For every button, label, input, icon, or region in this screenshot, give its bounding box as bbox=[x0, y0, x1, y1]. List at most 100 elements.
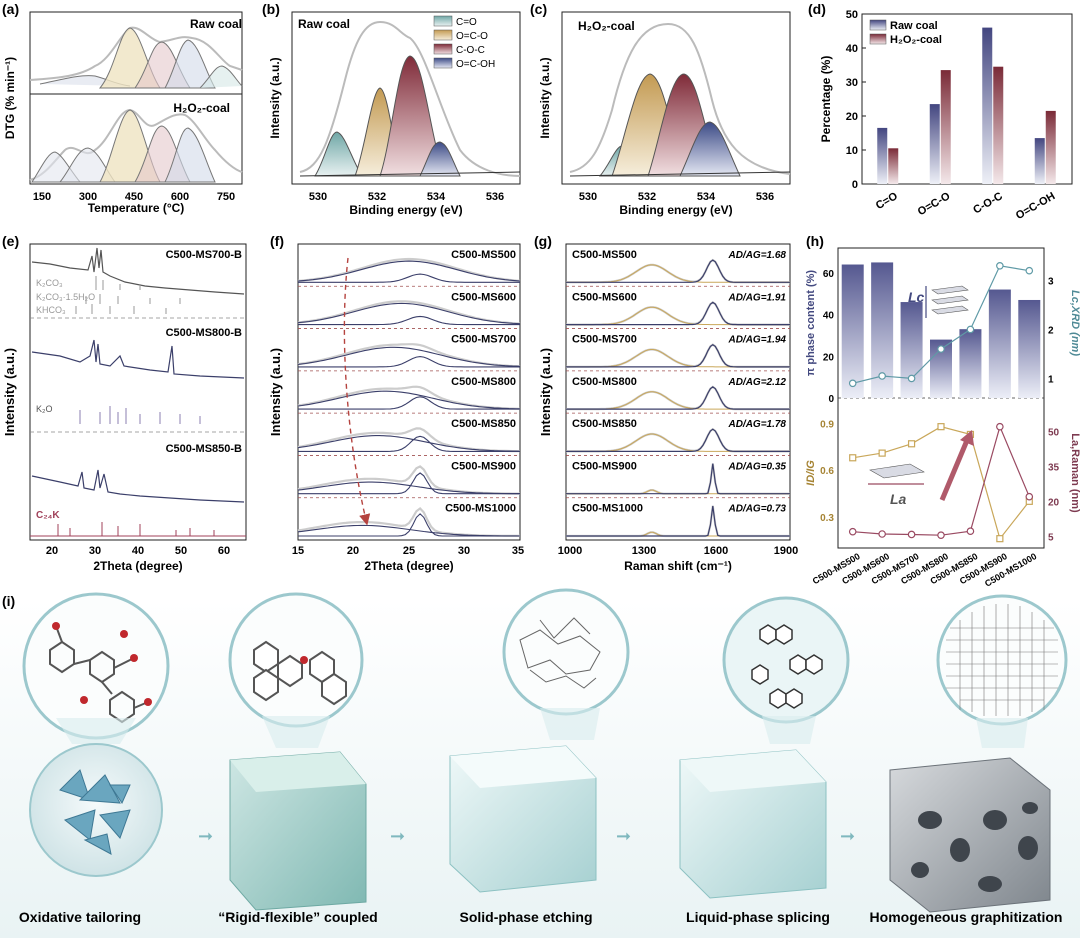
panel-g-ratio-label: AD/AG=1.94 bbox=[727, 335, 786, 346]
panel-f-graphitic-component bbox=[298, 435, 520, 452]
panel-d-legend-label: H₂O₂-coal bbox=[890, 34, 942, 46]
panel-f-envelope bbox=[297, 257, 521, 282]
panel-a-xtick: 450 bbox=[125, 191, 143, 203]
panel-h-la-glyph: La bbox=[890, 491, 907, 507]
panel-a-xtick: 150 bbox=[33, 191, 51, 203]
panel-e-xtick: 60 bbox=[218, 545, 230, 557]
panel-d-bar-h2o2-coal bbox=[1045, 110, 1056, 184]
panel-d-xtick: C-O-C bbox=[971, 190, 1005, 216]
panel-h-idig-point bbox=[996, 535, 1004, 543]
panel-d-ytick: 30 bbox=[846, 77, 858, 89]
panel-g-xtick: 1300 bbox=[632, 545, 656, 557]
panel-e-ref-sticks-k2o bbox=[79, 406, 201, 424]
panel-f-shift-arrow bbox=[343, 257, 371, 526]
panel-f-broad-component bbox=[297, 481, 520, 495]
panel-f-sample-label: C500-MS700 bbox=[451, 334, 516, 346]
crystal-cluster-icon bbox=[59, 769, 131, 855]
panel-c-sample-label: H₂O₂-coal bbox=[578, 19, 635, 33]
panel-b-xtick: 536 bbox=[486, 191, 504, 203]
panel-h-pi-bar bbox=[871, 262, 894, 398]
panel-f-broad-component bbox=[297, 260, 521, 282]
zoom-cone-2 bbox=[262, 716, 330, 748]
panel-h-ylabel-top-left: π phase content (%) bbox=[805, 270, 817, 377]
panel-b-xps-raw: Raw coal C=O O=C-O C-O-C O=C-OH Intensit… bbox=[268, 11, 521, 217]
panel-c-xtick: 532 bbox=[638, 191, 656, 203]
panel-c-baseline bbox=[569, 171, 791, 177]
panel-h-lc-point bbox=[878, 372, 886, 380]
panel-g-xtick: 1000 bbox=[558, 545, 582, 557]
panel-g-g-band bbox=[566, 301, 790, 326]
panel-f-broad-component bbox=[297, 435, 521, 452]
panel-e-pattern-ms800 bbox=[31, 339, 245, 379]
panel-h-la-point bbox=[937, 531, 945, 539]
step-liquid-phase-splicing bbox=[679, 596, 850, 899]
panel-h-ytick-right-top: 2 bbox=[1048, 325, 1054, 336]
panel-h-pi-bar bbox=[959, 329, 982, 398]
panel-f-xtick: 25 bbox=[403, 545, 415, 557]
panel-f-graphitic-component bbox=[298, 396, 520, 410]
stacked-layers-icon bbox=[931, 285, 969, 315]
panel-h-la-point bbox=[966, 527, 975, 536]
zoom-cone-3 bbox=[540, 708, 600, 740]
panel-e-ylabel: Intensity (a.u.) bbox=[2, 348, 17, 436]
panel-letter-c: (c) bbox=[530, 1, 547, 17]
panel-d-ytick: 10 bbox=[846, 145, 858, 157]
panel-h-pi-bar bbox=[841, 264, 864, 398]
panel-d-bar-raw-coal bbox=[1034, 138, 1045, 184]
panel-g-envelope bbox=[566, 343, 790, 368]
panel-e-sample-ms850: C500-MS850-B bbox=[166, 443, 242, 455]
panel-h-lc-point bbox=[848, 379, 857, 388]
panel-g-ratio-label: AD/AG=1.91 bbox=[727, 292, 786, 303]
porous-block-top bbox=[230, 752, 366, 792]
panel-h-la-line bbox=[852, 424, 1030, 536]
panel-b-xtick: 534 bbox=[427, 191, 446, 203]
panel-h-idig-point bbox=[937, 423, 945, 431]
legend-swatch-ocoh bbox=[433, 57, 453, 69]
panel-g-g-band bbox=[566, 259, 790, 283]
step-caption-5: Homogeneous graphitization bbox=[870, 909, 1063, 925]
panel-b-envelope bbox=[299, 20, 521, 177]
panel-letter-b: (b) bbox=[262, 1, 280, 17]
panel-g-g-band bbox=[566, 463, 790, 495]
panel-d-legend-label: Raw coal bbox=[890, 20, 938, 32]
zoom-cone-4 bbox=[762, 716, 816, 744]
panel-d-bar-raw-coal bbox=[929, 104, 940, 184]
panel-h-la-point bbox=[1025, 492, 1034, 501]
panel-f-envelope bbox=[297, 385, 521, 410]
coal-sphere-icon bbox=[29, 743, 163, 877]
legend-swatch-co bbox=[433, 15, 453, 27]
panel-d-ytick: 50 bbox=[846, 9, 858, 21]
panel-g-ylabel: Intensity (a.u.) bbox=[538, 348, 553, 436]
panel-letter-f: (f) bbox=[270, 233, 284, 249]
panel-b-xtick: 532 bbox=[368, 191, 386, 203]
panel-e-xtick: 50 bbox=[175, 545, 187, 557]
trend-arrow-icon bbox=[939, 437, 971, 501]
arrow-icon: ➞ bbox=[390, 826, 405, 846]
panel-h-la-point bbox=[878, 530, 886, 538]
panel-d-frame bbox=[861, 13, 1073, 185]
spliced-block-top bbox=[680, 750, 826, 792]
panel-e-xtick: 30 bbox=[89, 545, 101, 557]
panel-h-ytick-right-bottom: 35 bbox=[1048, 462, 1060, 473]
aromatic-fragments-icon bbox=[751, 624, 823, 709]
arrow-icon: ➞ bbox=[198, 826, 213, 846]
panel-letters: (a) (b) (c) (d) (e) (f) (g) (h) (i) bbox=[2, 1, 826, 609]
panel-d-ytick: 40 bbox=[846, 43, 858, 55]
panel-g-sample-label: C500-MS1000 bbox=[572, 503, 643, 515]
panel-h-idig-point bbox=[907, 440, 916, 448]
panel-h-la-point bbox=[848, 527, 857, 536]
panel-b-sample-label: Raw coal bbox=[298, 17, 350, 31]
panel-h-ylabel-bottom-right: La,Raman (nm) bbox=[1069, 433, 1080, 513]
fused-rings-molecule-icon bbox=[253, 640, 347, 706]
panel-f-envelope bbox=[297, 427, 520, 453]
panel-g-sample-label: C500-MS500 bbox=[572, 249, 637, 261]
step-caption-3: Solid-phase etching bbox=[459, 909, 592, 925]
trend-arrowhead-icon bbox=[960, 430, 974, 446]
panel-d-bar-raw-coal bbox=[877, 127, 888, 184]
panel-d-bar-chart: 0 10 20 30 40 50 Percentage (%) C=O O=C-O C-O-C O=… bbox=[819, 9, 1073, 222]
panel-e-frame bbox=[29, 243, 247, 541]
oxygen-atoms-icon bbox=[52, 622, 152, 706]
panel-f-xtick: 30 bbox=[458, 545, 470, 557]
